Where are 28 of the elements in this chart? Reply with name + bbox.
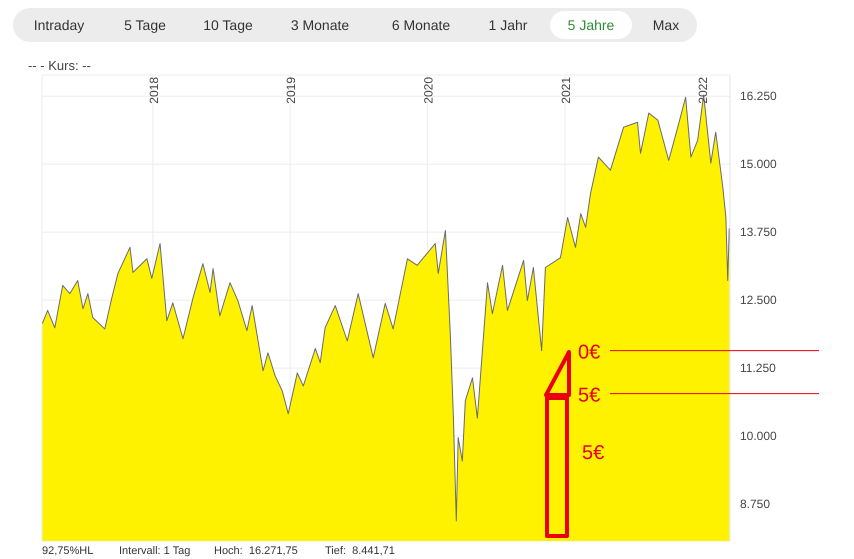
y-tick-label: 13.750 — [740, 225, 778, 240]
x-tick-label: 2019 — [284, 76, 298, 104]
text: 10 Tage — [203, 17, 253, 33]
text: Tief: 8.441,71 — [325, 545, 395, 557]
x-tick-label: 2022 — [696, 76, 710, 104]
y-tick-label: 10.000 — [740, 429, 778, 444]
x-tick-label: 2018 — [146, 76, 161, 104]
annotation: 5€ — [582, 442, 604, 464]
text: 92,75%HL — [42, 545, 94, 557]
text: 3 Monate — [290, 17, 350, 33]
x-tick-label: 2020 — [421, 76, 436, 104]
x-tick-label: 2021 — [558, 76, 573, 104]
text: Intraday — [34, 17, 84, 33]
ref-line-label: 5€ — [578, 384, 600, 407]
y-tick-label: 16.250 — [740, 89, 778, 104]
text: Max — [652, 17, 680, 33]
text: 1 Jahr — [488, 17, 528, 33]
text: Hoch: 16.271,75 — [214, 545, 298, 557]
text: 5 Tage — [124, 17, 166, 33]
y-tick-label: 15.000 — [740, 157, 778, 172]
text: 5 Jahre — [568, 17, 614, 33]
ref-line-label: 0€ — [578, 342, 600, 364]
y-tick-label: 8.750 — [740, 497, 770, 512]
text: 6 Monate — [392, 17, 450, 33]
y-tick-label: 12.500 — [740, 293, 778, 308]
text: Intervall: 1 Tag — [119, 545, 190, 557]
y-tick-label: 11.250 — [740, 361, 776, 376]
text: -- - Kurs: -- — [28, 58, 91, 73]
